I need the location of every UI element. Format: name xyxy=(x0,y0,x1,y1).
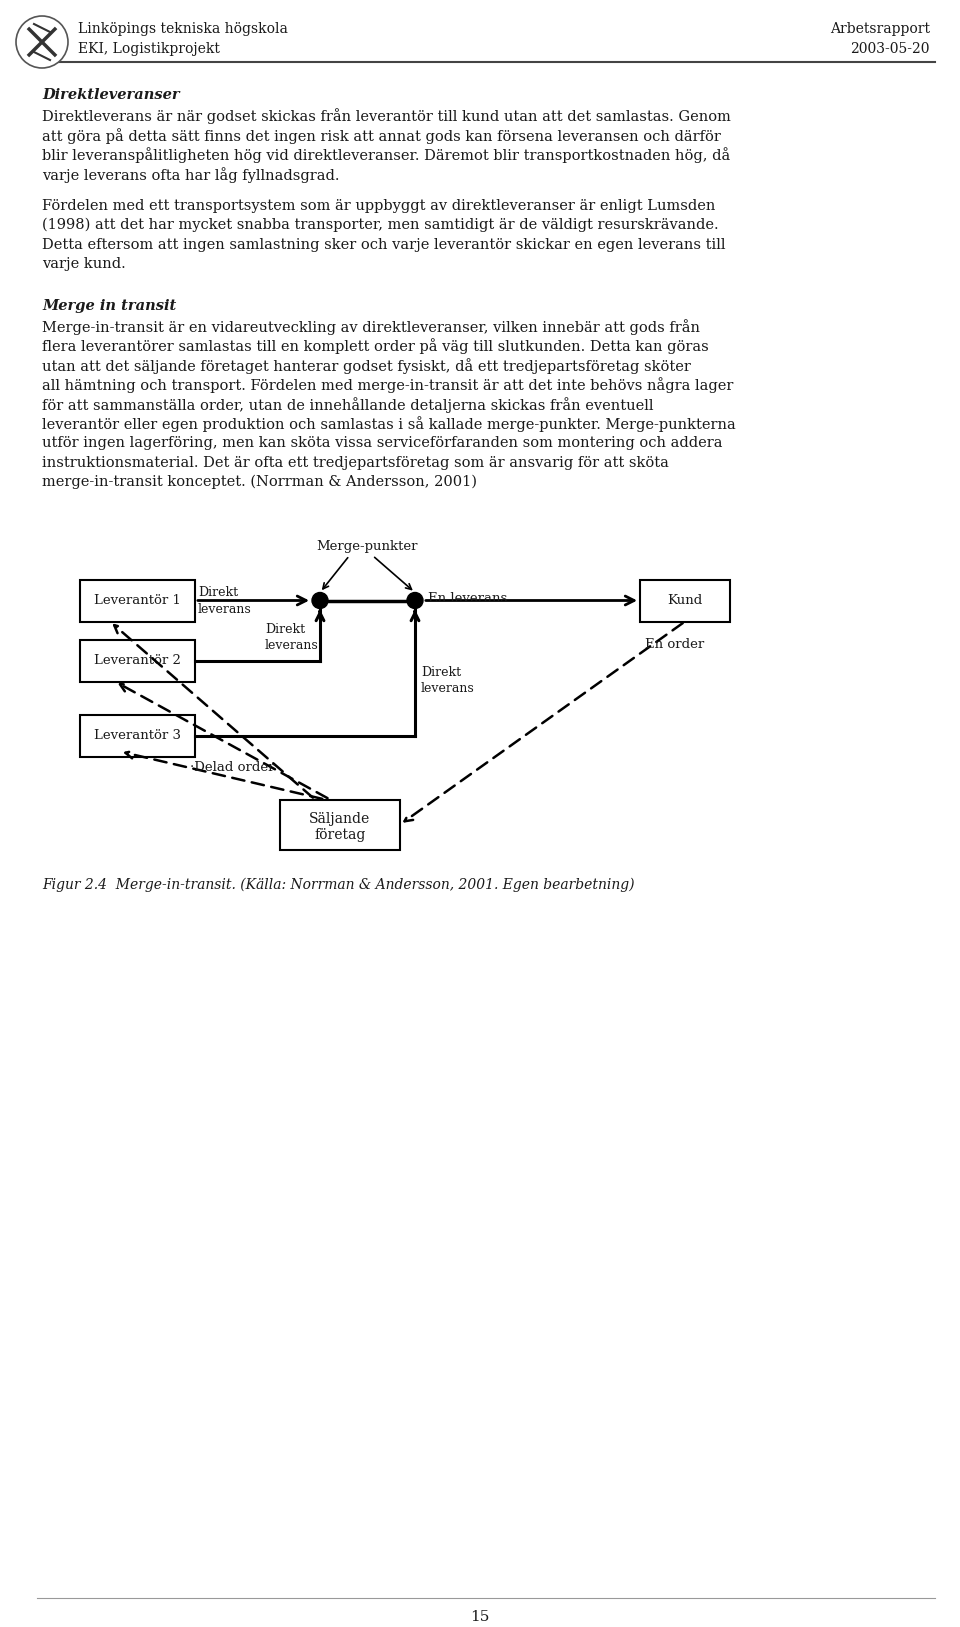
Text: Merge-in-transit är en vidareutveckling av direktleveranser, vilken innebär att : Merge-in-transit är en vidareutveckling … xyxy=(42,319,700,335)
Text: blir leveranspålitligheten hög vid direktleveranser. Däremot blir transportkostn: blir leveranspålitligheten hög vid direk… xyxy=(42,148,731,163)
FancyBboxPatch shape xyxy=(280,799,400,849)
FancyBboxPatch shape xyxy=(80,639,195,682)
Text: En leverans: En leverans xyxy=(428,592,507,605)
Text: merge-in-transit konceptet. (Norrman & Andersson, 2001): merge-in-transit konceptet. (Norrman & A… xyxy=(42,475,477,490)
Text: 2003-05-20: 2003-05-20 xyxy=(851,42,930,55)
Circle shape xyxy=(407,592,423,608)
Text: En order: En order xyxy=(645,638,705,651)
Text: flera leverantörer samlastas till en komplett order på väg till slutkunden. Dett: flera leverantörer samlastas till en kom… xyxy=(42,338,708,355)
Text: all hämtning och transport. Fördelen med merge-in-transit är att det inte behövs: all hämtning och transport. Fördelen med… xyxy=(42,377,733,394)
Text: företag: företag xyxy=(314,828,366,841)
Text: Detta eftersom att ingen samlastning sker och varje leverantör skickar en egen l: Detta eftersom att ingen samlastning ske… xyxy=(42,238,726,252)
Text: Linköpings tekniska högskola: Linköpings tekniska högskola xyxy=(78,23,288,36)
Text: Figur 2.4  Merge-in-transit. (Källa: Norrman & Andersson, 2001. Egen bearbetning: Figur 2.4 Merge-in-transit. (Källa: Norr… xyxy=(42,877,635,892)
Circle shape xyxy=(16,16,68,68)
Text: Direktleverans är när godset skickas från leverantör till kund utan att det saml: Direktleverans är när godset skickas frå… xyxy=(42,109,731,124)
Text: Arbetsrapport: Arbetsrapport xyxy=(830,23,930,36)
Text: Direktleveranser: Direktleveranser xyxy=(42,88,180,103)
Text: Leverantör 3: Leverantör 3 xyxy=(94,729,181,742)
FancyBboxPatch shape xyxy=(80,714,195,757)
Text: EKI, Logistikprojekt: EKI, Logistikprojekt xyxy=(78,42,220,55)
Circle shape xyxy=(312,592,328,608)
Text: Leverantör 1: Leverantör 1 xyxy=(94,594,180,607)
Text: Merge-punkter: Merge-punkter xyxy=(317,540,419,553)
Text: ·Delad order: ·Delad order xyxy=(190,760,275,773)
Text: Direkt: Direkt xyxy=(421,665,461,678)
Text: Kund: Kund xyxy=(667,594,703,607)
Text: (1998) att det har mycket snabba transporter, men samtidigt är de väldigt resurs: (1998) att det har mycket snabba transpo… xyxy=(42,218,719,233)
Text: leverans: leverans xyxy=(421,682,475,695)
Text: leverans: leverans xyxy=(198,602,252,615)
Text: leverantör eller egen produktion och samlastas i så kallade merge-punkter. Merge: leverantör eller egen produktion och sam… xyxy=(42,417,735,433)
Text: Säljande: Säljande xyxy=(309,812,371,825)
FancyBboxPatch shape xyxy=(640,579,730,622)
Text: för att sammanställa order, utan de innehållande detaljerna skickas från eventue: för att sammanställa order, utan de inne… xyxy=(42,397,654,413)
Text: utför ingen lagerföring, men kan sköta vissa serviceförfaranden som montering oc: utför ingen lagerföring, men kan sköta v… xyxy=(42,436,723,451)
Text: instruktionsmaterial. Det är ofta ett tredjepartsföretag som är ansvarig för att: instruktionsmaterial. Det är ofta ett tr… xyxy=(42,456,669,470)
Text: Direkt: Direkt xyxy=(265,623,305,636)
Text: att göra på detta sätt finns det ingen risk att annat gods kan försena leveranse: att göra på detta sätt finns det ingen r… xyxy=(42,129,721,143)
Text: leverans: leverans xyxy=(265,638,319,651)
Text: Fördelen med ett transportsystem som är uppbyggt av direktleveranser är enligt L: Fördelen med ett transportsystem som är … xyxy=(42,198,715,213)
Text: utan att det säljande företaget hanterar godset fysiskt, då ett tredjepartsföret: utan att det säljande företaget hanterar… xyxy=(42,358,691,374)
Text: Leverantör 2: Leverantör 2 xyxy=(94,654,180,667)
Text: varje kund.: varje kund. xyxy=(42,257,126,272)
Text: 15: 15 xyxy=(470,1611,490,1624)
FancyBboxPatch shape xyxy=(80,579,195,622)
Text: varje leverans ofta har låg fyllnadsgrad.: varje leverans ofta har låg fyllnadsgrad… xyxy=(42,168,340,182)
Text: Direkt: Direkt xyxy=(198,586,238,599)
Text: Merge in transit: Merge in transit xyxy=(42,298,177,312)
